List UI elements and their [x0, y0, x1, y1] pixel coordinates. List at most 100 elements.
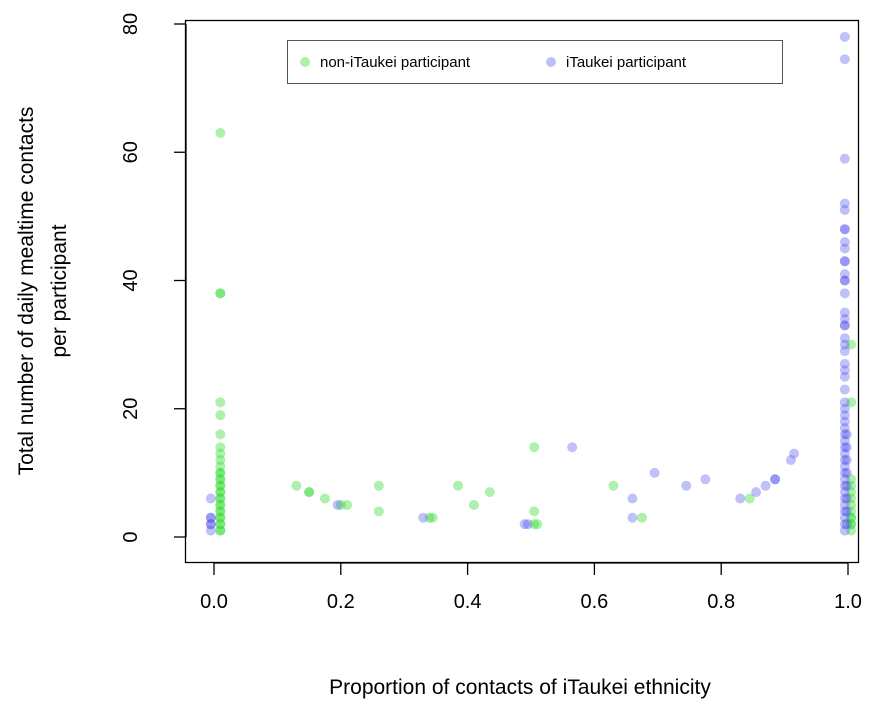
data-point [839, 365, 850, 376]
data-point [839, 307, 850, 318]
data-point [215, 128, 226, 139]
x-tick-label: 0.6 [580, 591, 608, 613]
data-point [839, 525, 850, 536]
x-tick-label: 0.0 [200, 591, 228, 613]
data-point [839, 442, 850, 453]
data-point [841, 493, 852, 504]
data-point [205, 493, 216, 504]
data-point [215, 474, 226, 485]
data-point [839, 288, 850, 299]
data-point [373, 480, 384, 491]
data-point [205, 519, 216, 530]
data-point [839, 256, 850, 267]
data-point [839, 320, 850, 331]
data-point [215, 525, 226, 536]
x-axis-title: Proportion of contacts of iTaukei ethnic… [329, 676, 711, 699]
legend: non-iTaukei participant iTaukei particip… [287, 40, 783, 84]
data-point [839, 467, 850, 478]
data-point [839, 455, 850, 466]
data-point [841, 429, 852, 440]
data-point [532, 519, 543, 530]
data-point [770, 474, 781, 485]
data-point [846, 487, 857, 498]
data-point [839, 410, 850, 421]
data-point [424, 512, 435, 523]
data-point [215, 499, 226, 510]
data-point [841, 455, 852, 466]
data-point [846, 512, 857, 523]
data-point [529, 506, 540, 517]
data-point [770, 474, 781, 485]
data-point [841, 467, 852, 478]
data-point [215, 487, 226, 498]
data-point [839, 198, 850, 209]
x-axis: 0.0 0.2 0.4 0.6 0.8 1.0 [200, 562, 862, 613]
data-point [453, 480, 464, 491]
data-point [839, 224, 850, 235]
data-point [215, 493, 226, 504]
y-tick-label: 80 [120, 13, 142, 35]
y-axis: 0 20 40 60 80 [120, 13, 187, 543]
data-point [373, 506, 384, 517]
data-point [839, 269, 850, 280]
x-tick-label: 0.2 [327, 591, 355, 613]
data-point [839, 275, 850, 286]
data-point [627, 512, 638, 523]
data-point [839, 384, 850, 395]
data-point [215, 397, 226, 408]
data-point [839, 461, 850, 472]
data-point [636, 512, 647, 523]
data-point [700, 474, 711, 485]
data-point [839, 499, 850, 510]
data-point [839, 506, 850, 517]
data-point [839, 422, 850, 433]
data-point [215, 519, 226, 530]
data-point [215, 288, 226, 299]
y-tick-label: 0 [120, 531, 142, 542]
data-point [332, 499, 343, 510]
data-point [839, 493, 850, 504]
data-point [291, 480, 302, 491]
y-axis-title-line-1: Total number of daily mealtime contacts [15, 107, 38, 476]
data-point [751, 487, 762, 498]
data-point [839, 519, 850, 530]
data-point [839, 403, 850, 414]
data-point [215, 512, 226, 523]
data-point [215, 467, 226, 478]
data-point [846, 499, 857, 510]
data-point [335, 499, 346, 510]
data-point [215, 467, 226, 478]
legend-box [287, 40, 783, 84]
data-point [839, 397, 850, 408]
data-point [519, 519, 530, 530]
data-point [529, 442, 540, 453]
data-point [839, 275, 850, 286]
data-point [839, 429, 850, 440]
data-point [215, 429, 226, 440]
y-axis-title-line-2: per participant [48, 224, 71, 357]
data-point [304, 487, 315, 498]
data-point [839, 416, 850, 427]
data-point [839, 243, 850, 254]
data-point [839, 448, 850, 459]
data-point [846, 512, 857, 523]
data-point [744, 493, 755, 504]
data-point [839, 256, 850, 267]
data-point [649, 467, 660, 478]
data-point [215, 493, 226, 504]
data-point [839, 512, 850, 523]
data-point [839, 480, 850, 491]
data-point [304, 487, 315, 498]
legend-label-itaukei: iTaukei participant [566, 54, 687, 71]
data-point [839, 54, 850, 65]
data-point [215, 506, 226, 517]
data-point [627, 493, 638, 504]
data-point [760, 480, 771, 491]
data-point [846, 397, 857, 408]
data-point [215, 499, 226, 510]
data-point [846, 519, 857, 530]
data-point [839, 358, 850, 369]
data-point [846, 525, 857, 536]
data-point [215, 525, 226, 536]
data-point [839, 435, 850, 446]
